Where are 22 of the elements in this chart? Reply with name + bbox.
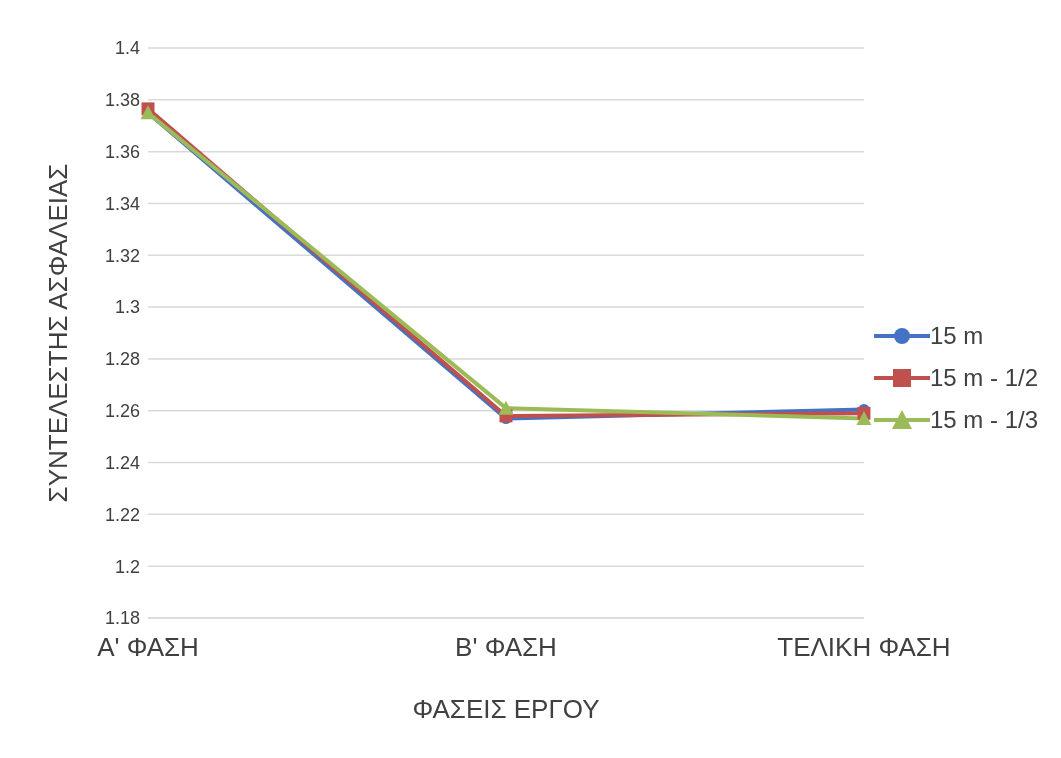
y-tick-label: 1.26: [104, 401, 140, 422]
y-tick-label: 1.22: [104, 504, 140, 525]
y-tick-label: 1.3: [114, 297, 140, 318]
legend-label: 15 m - 1/2: [929, 364, 1038, 392]
point: [856, 411, 872, 425]
legend-label: 15 m: [929, 322, 984, 350]
y-tick-label: 1.38: [104, 90, 140, 111]
legend-label: 15 m - 1/3: [929, 406, 1038, 434]
x-axis-title: ΦΑΣΕΙΣ ΕΡΓΟΥ: [412, 694, 600, 724]
x-tick-label: Α' ΦΑΣΗ: [97, 632, 199, 663]
x-tick-label: Β' ΦΑΣΗ: [455, 632, 557, 663]
point: [498, 400, 514, 415]
y-tick-label: 1.2: [114, 556, 140, 577]
y-axis-title: ΣΥΝΤΕΛΕΣΤΗΣ ΑΣΦΑΛΕΙΑΣ: [43, 163, 74, 503]
y-tick-label: 1.34: [104, 193, 140, 214]
x-tick-label: ΤΕΛΙΚΗ ΦΑΣΗ: [777, 632, 951, 663]
y-tick-label: 1.4: [114, 38, 140, 59]
y-tick-label: 1.36: [104, 142, 140, 163]
y-tick-label: 1.24: [104, 452, 140, 473]
y-tick-label: 1.18: [104, 608, 140, 629]
y-tick-label: 1.32: [104, 245, 140, 266]
y-tick-label: 1.28: [104, 349, 140, 370]
